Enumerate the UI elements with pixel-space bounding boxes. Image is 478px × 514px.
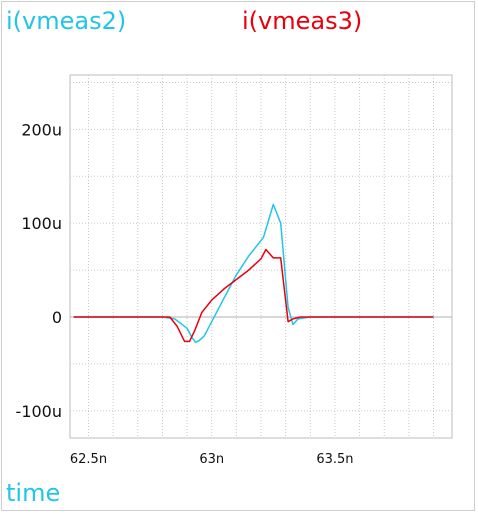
legend-item: i(vmeas3) bbox=[242, 7, 362, 35]
y-tick-label: 200u bbox=[21, 120, 62, 139]
legend: i(vmeas2) i(vmeas3) bbox=[6, 7, 362, 35]
y-tick-label: 100u bbox=[21, 214, 62, 233]
series-group bbox=[73, 203, 434, 344]
x-tick-label: 63.5n bbox=[316, 452, 353, 467]
y-tick-label: -100u bbox=[16, 402, 62, 421]
tick-labels: 200u 100u 0 -100u 62.5n 63n 63.5n bbox=[16, 120, 354, 467]
series-line-2 bbox=[73, 248, 434, 343]
x-tick-label: 62.5n bbox=[70, 452, 107, 467]
y-tick-label: 0 bbox=[52, 308, 62, 327]
legend-item: i(vmeas2) bbox=[6, 7, 126, 35]
x-axis-label: time bbox=[6, 479, 60, 507]
x-tick-label: 63n bbox=[199, 452, 224, 467]
